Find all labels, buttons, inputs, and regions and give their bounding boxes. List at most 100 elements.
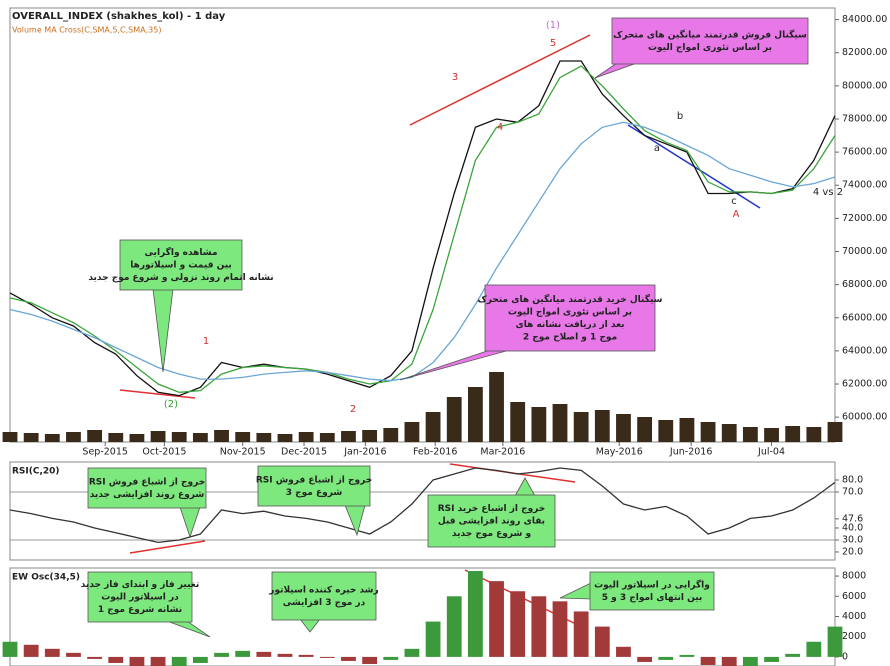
line-series <box>9 121 836 382</box>
callout-text: خروج از اشباع فروش RSI <box>256 475 372 485</box>
osc-bar <box>298 654 314 657</box>
volume-bar <box>362 430 378 442</box>
y-tick-label: 76000.00 <box>842 147 887 158</box>
trend-line <box>119 389 196 399</box>
osc-bar <box>700 656 716 665</box>
osc-bar <box>214 652 229 657</box>
panel-title: EW Osc(34,5) <box>12 573 80 583</box>
y-tick-label: 70000.00 <box>842 246 887 257</box>
wave-label: (2) <box>164 399 178 410</box>
osc-bar <box>150 656 166 666</box>
osc-bar <box>658 656 674 660</box>
y-tick-label: 72000.00 <box>842 213 887 224</box>
x-tick-label: May-2016 <box>596 447 643 458</box>
volume-bar <box>806 427 822 442</box>
volume-bar <box>277 434 293 442</box>
x-tick-label: Jun-2016 <box>669 447 712 458</box>
volume-bar <box>531 407 547 442</box>
volume-bar <box>425 412 441 442</box>
x-tick-label: Nov-2015 <box>220 447 266 458</box>
osc-bar <box>87 656 103 659</box>
y-tick-label: 2000 <box>842 631 866 642</box>
osc-bar <box>171 656 187 666</box>
x-tick-label: Feb-2016 <box>413 447 457 458</box>
callout-text: شروع موج 3 <box>286 488 343 498</box>
volume-bar <box>489 372 504 442</box>
volume-bar <box>446 397 462 442</box>
callout-text: سیگنال فروش قدرتمند میانگین های متحرک <box>613 28 807 40</box>
line-series <box>9 65 836 393</box>
callout-text: بقای روند افزایشی قبل <box>438 517 545 527</box>
volume-bar <box>616 414 631 442</box>
osc-bar <box>362 656 378 664</box>
volume-bar <box>44 434 60 442</box>
callout-box <box>589 571 715 611</box>
osc-bar <box>531 596 547 657</box>
osc-bar <box>742 656 758 666</box>
callout-box <box>484 284 656 352</box>
wave-label: 4 vs 2 <box>813 187 843 198</box>
y-tick-label: 62000.00 <box>842 379 887 390</box>
y-tick-label: 40.0 <box>842 522 863 533</box>
osc-bar <box>129 656 145 666</box>
x-tick-label: Jul-04 <box>757 447 785 458</box>
y-tick-label: 47.6 <box>842 513 863 524</box>
volume-bar <box>235 432 251 442</box>
y-tick-label: 80000.00 <box>842 80 887 91</box>
y-tick-label: 70.0 <box>842 486 863 497</box>
wave-label: A <box>733 209 740 220</box>
osc-bar <box>192 656 208 663</box>
volume-bar <box>637 417 653 442</box>
osc-bar <box>510 591 526 657</box>
volume-bar <box>764 428 779 442</box>
trend-line <box>129 540 206 554</box>
osc-bar <box>446 596 462 657</box>
x-tick-label: Oct-2015 <box>142 447 186 458</box>
volume-bar <box>785 426 801 442</box>
volume-bar <box>467 387 483 442</box>
y-tick-label: 60000.00 <box>842 412 887 423</box>
y-tick-label: 8000 <box>842 571 866 582</box>
volume-bar <box>700 422 716 442</box>
callout-text: سیگنال خرید قدرتمند میانگین های متحرک <box>478 293 663 305</box>
wave-label: (1) <box>546 20 560 31</box>
y-tick-label: 80.0 <box>842 474 863 485</box>
osc-bar <box>425 621 441 657</box>
y-tick-label: 4000 <box>842 611 866 622</box>
chart-subtitle: Volume MA Cross(C,SMA,5,C,SMA,35) <box>12 26 161 35</box>
y-tick-label: 82000.00 <box>842 47 887 58</box>
y-tick-label: 74000.00 <box>842 180 887 191</box>
x-tick-label: Dec-2015 <box>281 447 327 458</box>
osc-bar <box>785 653 801 657</box>
callout-text: تغییر فاز و ابتدای فاز جدید <box>81 580 200 590</box>
callout-text: و شروع موج جدید <box>452 529 531 539</box>
callout-text: بر اساس تئوری امواج الیوت <box>508 307 632 317</box>
y-tick-label: 68000.00 <box>842 279 887 290</box>
y-tick-label: 84000.00 <box>842 14 887 25</box>
volume-bar <box>658 420 674 442</box>
line-series <box>9 467 836 544</box>
volume-bar <box>404 422 420 442</box>
callout-text: در موج 3 افزایشی <box>283 598 366 608</box>
callout-text: بر اساس تئوری امواج الیوت <box>648 43 772 53</box>
volume-bar <box>87 430 103 442</box>
osc-bar <box>23 644 39 657</box>
callout-box <box>257 465 371 507</box>
volume-bar <box>383 428 399 442</box>
volume-bar <box>256 433 272 442</box>
osc-bar <box>679 654 695 657</box>
volume-bar <box>23 433 39 442</box>
y-tick-label: 78000.00 <box>842 113 887 124</box>
osc-panel <box>9 567 836 666</box>
callout-text: خروج از اشباع فروش RSI <box>89 477 205 487</box>
wave-label: 1 <box>203 336 209 347</box>
osc-bar <box>721 656 737 666</box>
volume-bar <box>594 410 610 442</box>
volume-bar <box>721 424 737 442</box>
y-tick-label: 64000.00 <box>842 345 887 356</box>
osc-bar <box>108 656 124 663</box>
wave-label: c <box>731 196 737 207</box>
osc-bar <box>341 656 356 661</box>
